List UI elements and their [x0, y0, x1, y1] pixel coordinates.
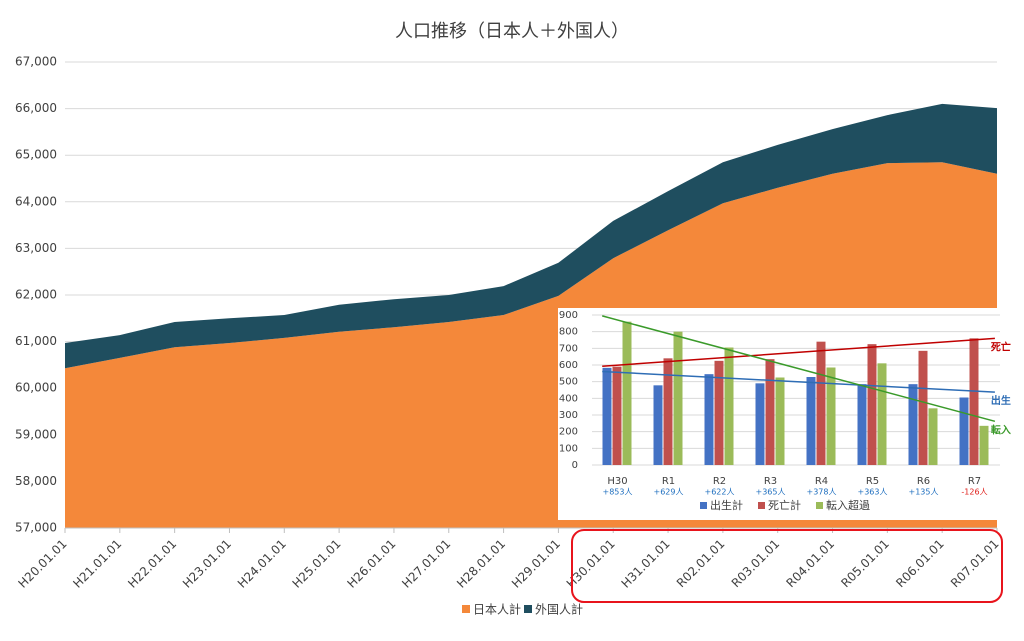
- x-tick-label: H24.01.01: [235, 537, 289, 591]
- y-tick-label: 57,000: [15, 521, 57, 535]
- bar: [704, 374, 714, 465]
- x-tick-label: R3: [764, 476, 777, 487]
- legend-label: 出生計: [710, 498, 743, 512]
- y-tick-label: 64,000: [15, 194, 57, 208]
- bar: [867, 344, 877, 465]
- trend-label: 転入: [991, 423, 1011, 436]
- y-tick-label: 65,000: [15, 148, 57, 162]
- legend-swatch: [758, 502, 765, 509]
- trend-line: [602, 370, 995, 393]
- x-tick-label: H28.01.01: [454, 537, 508, 591]
- bar: [755, 383, 765, 465]
- y-tick-label: 58,000: [15, 474, 57, 488]
- x-tick-label: H20.01.01: [16, 537, 70, 591]
- category-note: +135人: [909, 488, 939, 497]
- x-tick-label: H23.01.01: [180, 537, 234, 591]
- bar: [857, 384, 867, 465]
- legend-label: 転入超過: [826, 498, 870, 512]
- bar: [765, 359, 775, 465]
- bar: [908, 384, 918, 465]
- bar: [622, 321, 632, 465]
- bar: [877, 363, 887, 465]
- bar: [612, 366, 622, 465]
- trend-line: [602, 337, 995, 367]
- legend-swatch: [700, 502, 707, 509]
- bar: [602, 367, 612, 465]
- category-note: +853人: [603, 488, 633, 497]
- bar: [816, 341, 826, 465]
- bar: [724, 347, 734, 465]
- y-tick-label: 300: [559, 410, 578, 421]
- chart-title: 人口推移（日本人＋外国人）: [395, 21, 629, 42]
- y-tick-label: 500: [559, 377, 578, 388]
- legend-label: 外国人計: [535, 602, 583, 617]
- trend-label: 死亡: [991, 340, 1011, 353]
- bar: [979, 425, 989, 465]
- x-tick-label: H31.01.01: [619, 537, 673, 591]
- bar: [969, 338, 979, 465]
- bar: [928, 408, 938, 465]
- legend-label: 死亡計: [768, 498, 801, 512]
- y-tick-label: 400: [559, 393, 578, 404]
- x-tick-label: R06.01.01: [893, 537, 947, 591]
- y-tick-label: 60,000: [15, 381, 57, 395]
- x-tick-label: H30: [607, 476, 627, 487]
- x-tick-label: R03.01.01: [729, 537, 783, 591]
- y-tick-label: 63,000: [15, 241, 57, 255]
- x-tick-label: H27.01.01: [399, 537, 453, 591]
- category-note: +629人: [654, 488, 684, 497]
- legend-swatch: [524, 605, 532, 613]
- x-tick-label: R4: [815, 476, 828, 487]
- x-tick-label: R05.01.01: [838, 537, 892, 591]
- x-tick-label: R02.01.01: [674, 537, 728, 591]
- x-tick-label: R07.01.01: [948, 537, 1002, 591]
- category-note: +365人: [756, 488, 786, 497]
- y-tick-label: 62,000: [15, 288, 57, 302]
- x-tick-label: H22.01.01: [125, 537, 179, 591]
- category-note: +363人: [858, 488, 888, 497]
- legend-label: 日本人計: [473, 602, 521, 617]
- x-tick-label: R1: [662, 476, 675, 487]
- category-note: +378人: [807, 488, 837, 497]
- bar: [806, 377, 816, 465]
- x-tick-label: R7: [968, 476, 981, 487]
- y-tick-label: 67,000: [15, 55, 57, 69]
- y-tick-label: 100: [559, 443, 578, 454]
- bar: [826, 367, 836, 465]
- category-note: -126人: [961, 488, 987, 497]
- x-tick-label: H29.01.01: [509, 537, 563, 591]
- trend-line: [602, 315, 996, 423]
- bar: [673, 331, 683, 465]
- bar: [653, 385, 663, 465]
- x-tick-label: H26.01.01: [344, 537, 398, 591]
- y-tick-label: 700: [559, 343, 578, 354]
- y-tick-label: 600: [559, 360, 578, 371]
- bar: [775, 377, 785, 465]
- y-tick-label: 61,000: [15, 334, 57, 348]
- bar: [959, 397, 969, 465]
- bar: [714, 360, 724, 465]
- x-tick-label: R04.01.01: [784, 537, 838, 591]
- x-tick-label: R5: [866, 476, 879, 487]
- trend-label: 出生: [991, 394, 1011, 407]
- area-series: [65, 103, 997, 369]
- x-tick-label: R2: [713, 476, 726, 487]
- y-tick-label: 0: [572, 460, 578, 471]
- category-note: +622人: [705, 488, 735, 497]
- y-tick-label: 66,000: [15, 101, 57, 115]
- x-tick-label: H21.01.01: [70, 537, 124, 591]
- y-tick-label: 59,000: [15, 427, 57, 441]
- y-tick-label: 200: [559, 427, 578, 438]
- legend-swatch: [462, 605, 470, 613]
- y-tick-label: 800: [559, 327, 578, 338]
- x-tick-label: R6: [917, 476, 930, 487]
- legend-swatch: [816, 502, 823, 509]
- bar: [663, 358, 673, 465]
- y-tick-label: 900: [559, 310, 578, 321]
- x-tick-label: H25.01.01: [290, 537, 344, 591]
- highlight-box: [571, 529, 1003, 603]
- bar: [918, 350, 928, 465]
